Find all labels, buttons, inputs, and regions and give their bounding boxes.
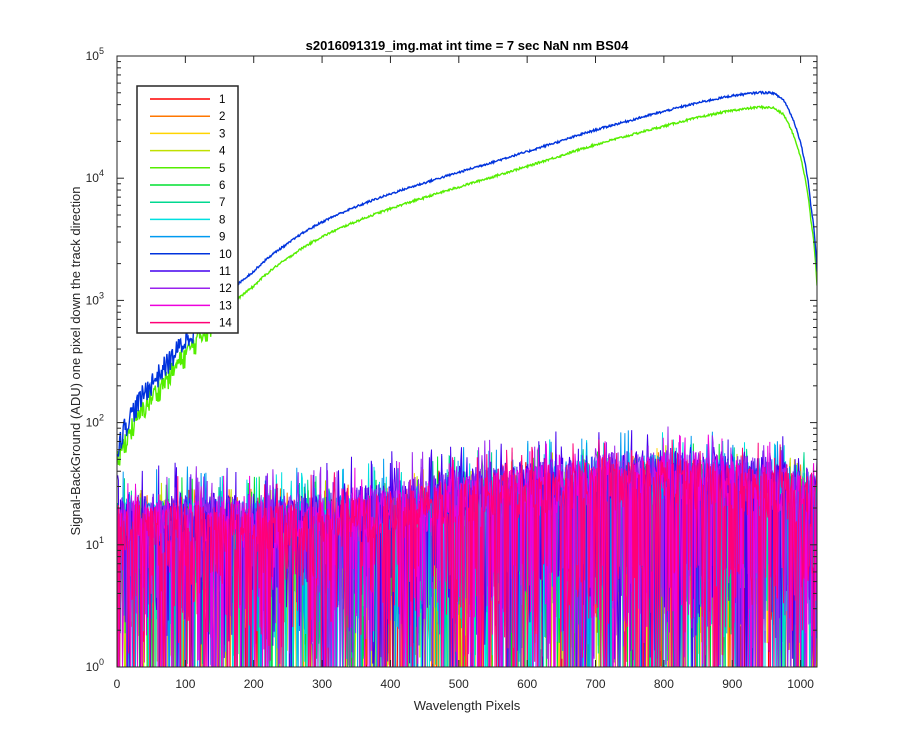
y-tick-label: 102: [86, 413, 104, 430]
y-axis-label: Signal-BackGround (ADU) one pixel down t…: [68, 186, 83, 535]
legend-label-7: 7: [219, 197, 225, 209]
x-tick-label: 300: [312, 677, 332, 691]
legend-label-3: 3: [219, 128, 225, 140]
legend-label-1: 1: [219, 94, 225, 106]
x-tick-label: 600: [517, 677, 537, 691]
x-tick-label: 400: [380, 677, 400, 691]
y-tick-exponent: 2: [99, 413, 104, 423]
y-tick-exponent: 1: [99, 535, 104, 545]
legend-label-10: 10: [219, 249, 232, 261]
x-axis: 0 100 200 300 400 500 600 700 800 900 1000: [114, 56, 814, 691]
x-tick-label: 800: [654, 677, 674, 691]
x-tick-label: 500: [449, 677, 469, 691]
y-tick-label: 105: [86, 46, 104, 63]
chart-title: s2016091319_img.mat int time = 7 sec NaN…: [306, 38, 629, 53]
legend-label-11: 11: [219, 266, 231, 278]
x-tick-label: 1000: [787, 677, 814, 691]
y-tick-base: 10: [86, 49, 100, 63]
y-tick-base: 10: [86, 538, 100, 552]
x-axis-label: Wavelength Pixels: [414, 698, 521, 713]
legend-label-8: 8: [219, 214, 225, 226]
legend-label-9: 9: [219, 232, 225, 244]
y-tick-label: 101: [86, 535, 104, 552]
legend-box: [136, 85, 239, 334]
x-tick-label: 100: [175, 677, 195, 691]
y-tick-base: 10: [86, 171, 100, 185]
y-tick-base: 10: [86, 660, 100, 674]
x-tick-label: 900: [722, 677, 742, 691]
y-tick-label: 103: [86, 290, 104, 307]
legend-label-6: 6: [219, 180, 225, 192]
y-tick-label: 100: [86, 657, 104, 674]
x-tick-label: 200: [244, 677, 264, 691]
y-tick-base: 10: [86, 416, 100, 430]
legend-label-12: 12: [219, 283, 232, 295]
x-tick-label: 700: [586, 677, 606, 691]
legend-label-2: 2: [219, 111, 225, 123]
y-tick-exponent: 3: [99, 290, 104, 300]
legend-label-5: 5: [219, 163, 225, 175]
legend-label-13: 13: [219, 300, 232, 312]
legend-label-14: 14: [219, 318, 232, 330]
series-line-14: [117, 439, 817, 667]
legend-label-4: 4: [219, 146, 226, 158]
y-tick-base: 10: [86, 293, 100, 307]
y-tick-exponent: 5: [99, 46, 104, 56]
x-tick-label: 0: [114, 677, 121, 691]
plot-frame: [116, 55, 818, 668]
y-tick-label: 104: [86, 168, 104, 185]
y-tick-exponent: 0: [99, 657, 104, 667]
y-tick-exponent: 4: [99, 168, 104, 178]
